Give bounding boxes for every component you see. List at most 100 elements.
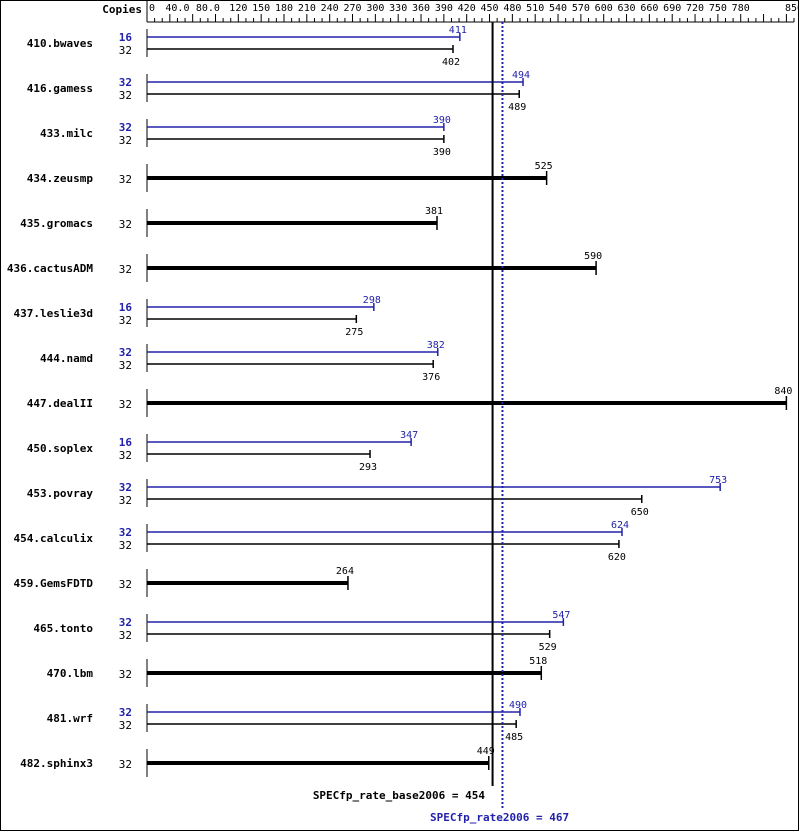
benchmark-label: 459.GemsFDTD: [14, 577, 94, 590]
base-copies: 32: [119, 44, 132, 57]
base-value-label: 264: [336, 566, 354, 577]
base-copies: 32: [119, 314, 132, 327]
peak-value-label: 390: [433, 115, 451, 126]
base-value-label: 489: [508, 102, 526, 113]
x-tick-label: 850: [785, 3, 799, 14]
x-tick-label: 360: [412, 3, 430, 14]
base-value-label: 840: [774, 386, 792, 397]
peak-copies: 32: [119, 121, 132, 134]
x-tick-label: 600: [595, 3, 613, 14]
peak-summary-label: SPECfp_rate2006 = 467: [430, 811, 569, 824]
peak-copies: 32: [119, 481, 132, 494]
benchmark-label: 470.lbm: [47, 667, 94, 680]
x-tick-label: 450: [480, 3, 498, 14]
x-tick-label: 510: [526, 3, 544, 14]
x-tick-label: 40.0: [165, 3, 189, 14]
x-tick-label: 660: [640, 3, 658, 14]
x-tick-label: 270: [343, 3, 361, 14]
benchmark-label: 416.gamess: [27, 82, 93, 95]
base-summary-label: SPECfp_rate_base2006 = 454: [313, 789, 486, 802]
base-value-label: 518: [529, 656, 547, 667]
peak-value-label: 298: [363, 295, 381, 306]
x-tick-label: 150: [252, 3, 270, 14]
x-tick-label: 0: [149, 3, 155, 14]
base-copies: 32: [119, 668, 132, 681]
x-tick-label: 80.0: [196, 3, 220, 14]
benchmark-label: 454.calculix: [14, 532, 94, 545]
base-copies: 32: [119, 539, 132, 552]
benchmark-label: 453.povray: [27, 487, 94, 500]
benchmark-label: 434.zeusmp: [27, 172, 94, 185]
base-value-label: 590: [584, 251, 602, 262]
base-value-label: 525: [535, 161, 553, 172]
peak-value-label: 490: [509, 700, 527, 711]
benchmark-label: 482.sphinx3: [20, 757, 93, 770]
benchmark-label: 435.gromacs: [20, 217, 93, 230]
base-copies: 32: [119, 629, 132, 642]
x-tick-label: 330: [389, 3, 407, 14]
benchmark-label: 450.soplex: [27, 442, 94, 455]
peak-value-label: 624: [611, 520, 629, 531]
peak-value-label: 547: [552, 610, 570, 621]
x-tick-label: 540: [549, 3, 567, 14]
x-tick-label: 570: [572, 3, 590, 14]
x-tick-label: 480: [503, 3, 521, 14]
peak-value-label: 494: [512, 70, 530, 81]
peak-copies: 32: [119, 76, 132, 89]
base-value-label: 390: [433, 147, 451, 158]
base-copies: 32: [119, 89, 132, 102]
x-tick-label: 210: [298, 3, 316, 14]
base-copies: 32: [119, 263, 132, 276]
base-value-label: 293: [359, 462, 377, 473]
x-tick-label: 720: [686, 3, 704, 14]
x-tick-label: 240: [321, 3, 339, 14]
base-value-label: 449: [477, 746, 495, 757]
benchmark-label: 447.dealII: [27, 397, 93, 410]
base-copies: 32: [119, 173, 132, 186]
base-copies: 32: [119, 758, 132, 771]
base-value-label: 650: [631, 507, 649, 518]
base-copies: 32: [119, 134, 132, 147]
peak-copies: 32: [119, 706, 132, 719]
x-tick-label: 690: [663, 3, 681, 14]
benchmark-label: 437.leslie3d: [14, 307, 93, 320]
benchmark-label: 481.wrf: [47, 712, 93, 725]
peak-value-label: 382: [427, 340, 445, 351]
base-value-label: 485: [505, 732, 523, 743]
peak-copies: 32: [119, 346, 132, 359]
peak-copies: 16: [119, 31, 133, 44]
base-copies: 32: [119, 449, 132, 462]
base-value-label: 275: [345, 327, 363, 338]
base-value-label: 376: [422, 372, 440, 383]
peak-value-label: 347: [400, 430, 418, 441]
base-value-label: 381: [425, 206, 443, 217]
copies-header: Copies: [102, 3, 142, 16]
x-tick-label: 630: [618, 3, 636, 14]
peak-copies: 16: [119, 301, 133, 314]
base-copies: 32: [119, 218, 132, 231]
peak-copies: 32: [119, 526, 132, 539]
base-value-label: 402: [442, 57, 460, 68]
benchmark-label: 433.milc: [40, 127, 93, 140]
benchmark-label: 444.namd: [40, 352, 93, 365]
peak-value-label: 411: [449, 25, 467, 36]
peak-copies: 16: [119, 436, 133, 449]
benchmark-label: 436.cactusADM: [7, 262, 93, 275]
base-value-label: 620: [608, 552, 626, 563]
x-tick-label: 180: [275, 3, 293, 14]
base-copies: 32: [119, 359, 132, 372]
base-copies: 32: [119, 494, 132, 507]
x-tick-label: 300: [366, 3, 384, 14]
x-tick-label: 420: [458, 3, 476, 14]
benchmark-label: 410.bwaves: [27, 37, 93, 50]
base-copies: 32: [119, 719, 132, 732]
x-tick-label: 390: [435, 3, 453, 14]
base-copies: 32: [119, 578, 132, 591]
base-value-label: 529: [539, 642, 557, 653]
benchmark-label: 465.tonto: [33, 622, 93, 635]
x-tick-label: 120: [229, 3, 247, 14]
x-tick-label: 750: [709, 3, 727, 14]
peak-copies: 32: [119, 616, 132, 629]
